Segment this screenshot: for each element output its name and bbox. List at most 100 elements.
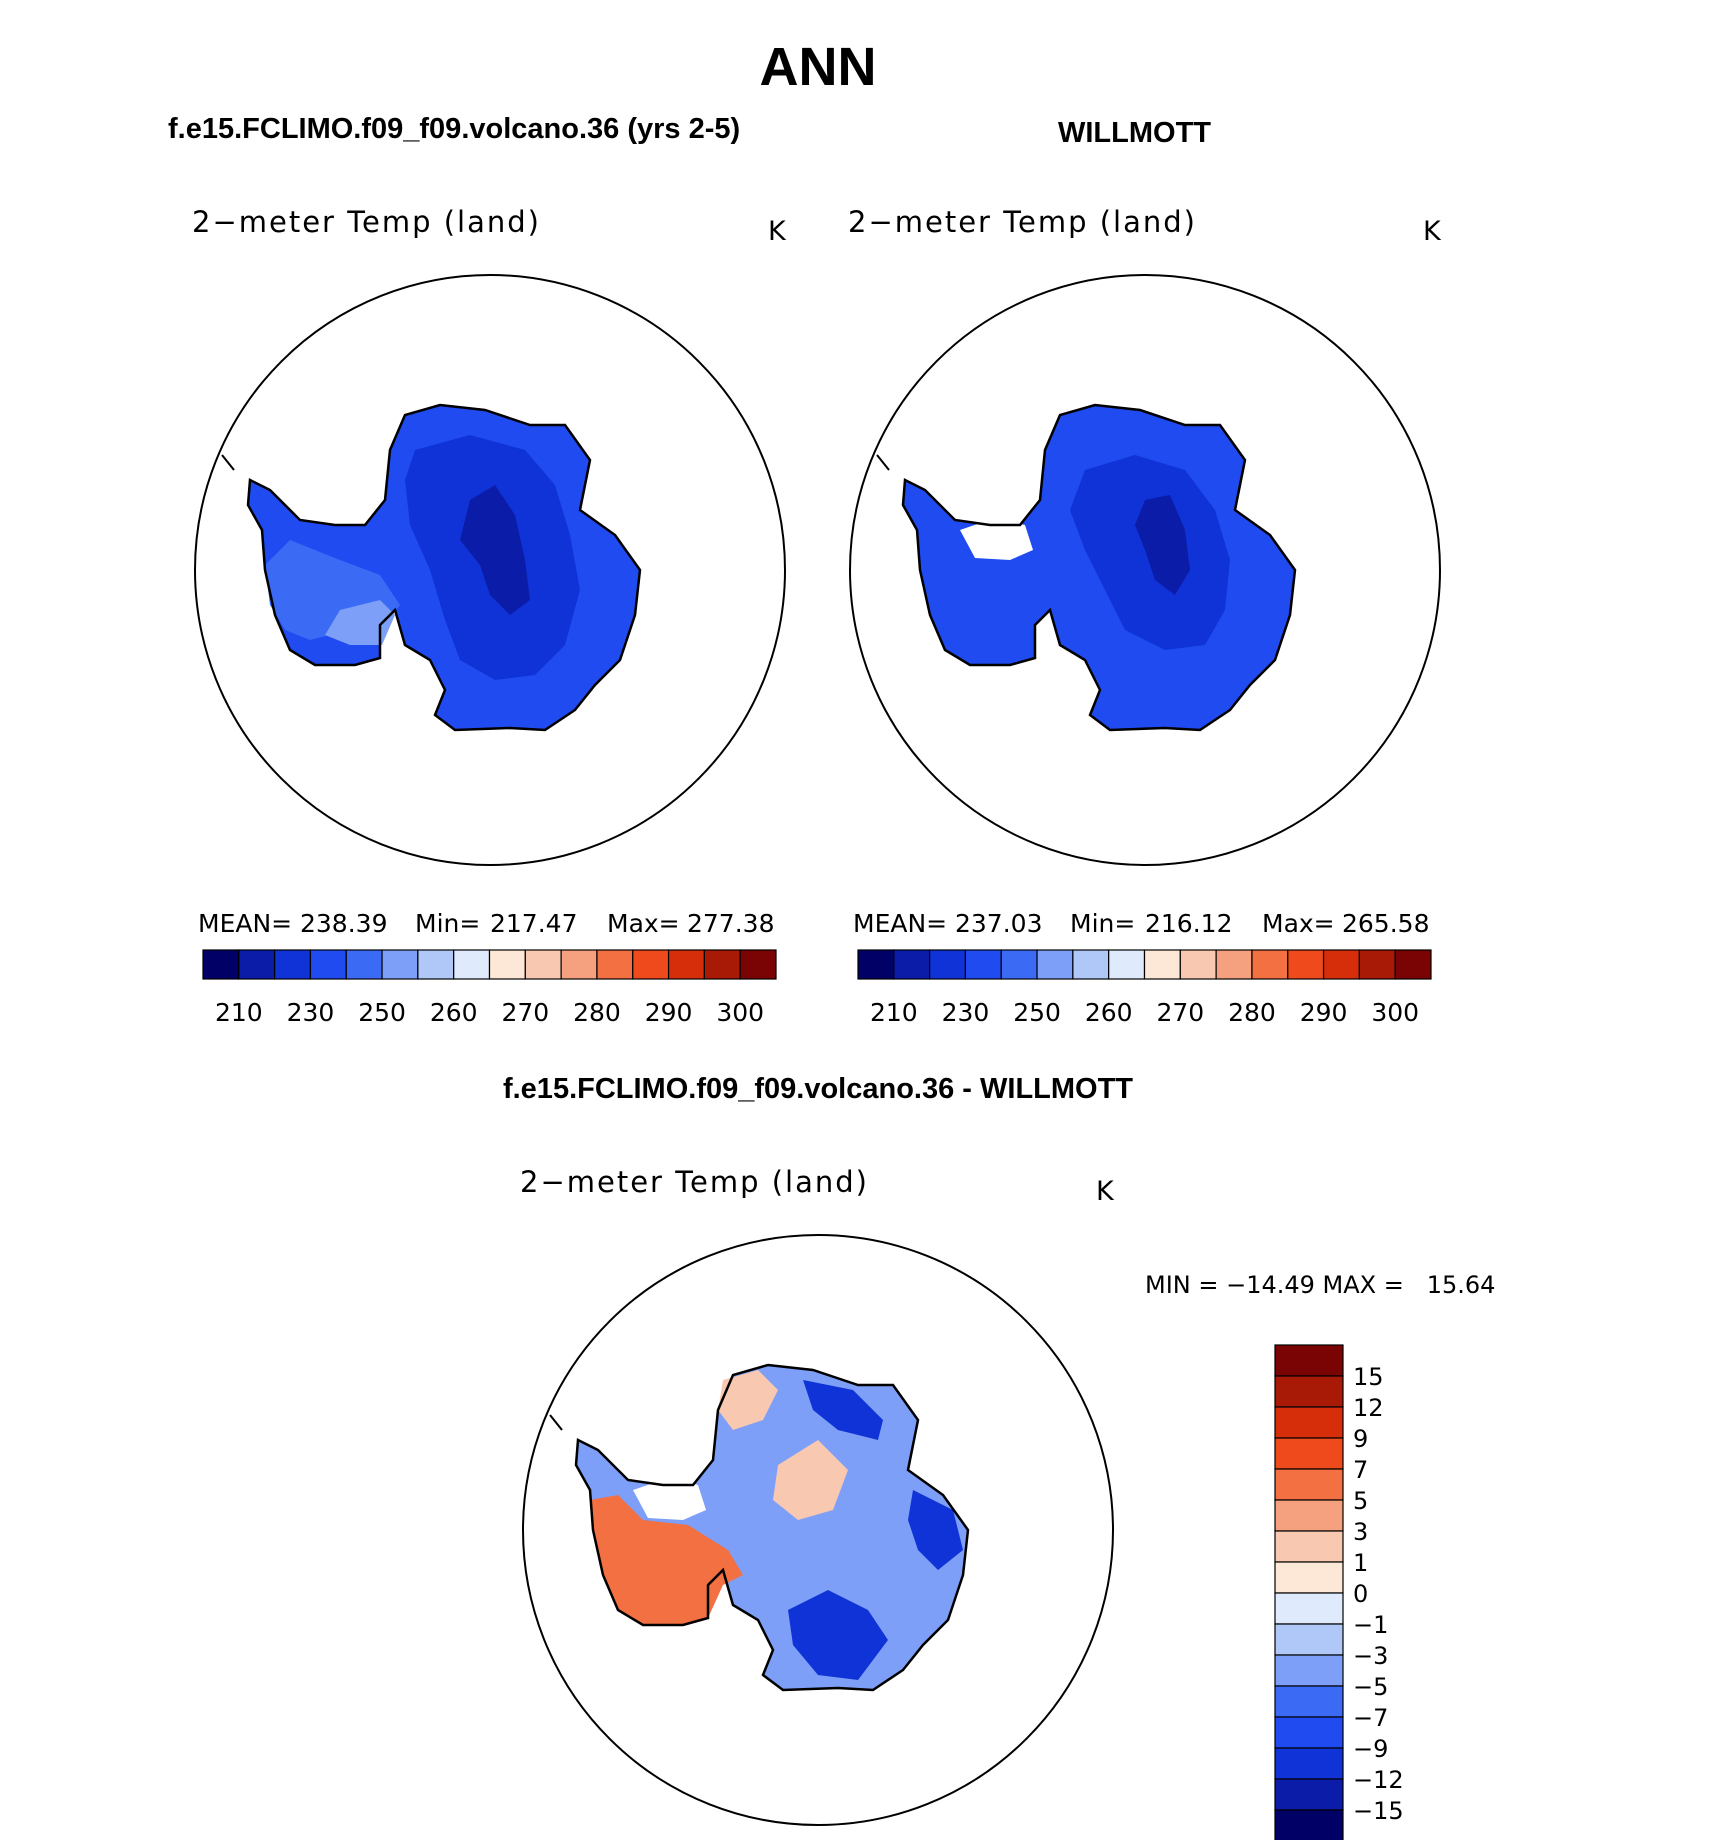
colorbar-swatch [1274, 1623, 1344, 1656]
colorbar-swatch [1274, 1406, 1344, 1439]
colorbar-tick-label: 270 [1156, 998, 1204, 1027]
colorbar-swatch [929, 949, 967, 980]
panel-model-min-label: Min= [415, 909, 480, 938]
colorbar-swatch [345, 949, 383, 980]
colorbar-tick-label: −7 [1353, 1704, 1388, 1732]
panel-model-units: K [768, 216, 787, 247]
colorbar-swatch [1322, 949, 1360, 980]
coastline-island [876, 454, 890, 471]
colorbar-swatch [1274, 1468, 1344, 1501]
panel-model: f.e15.FCLIMO.f09_f09.volcano.36 (yrs 2-5… [168, 113, 787, 1027]
land-region-warm-light [718, 1370, 778, 1430]
colorbar-tick-label: 12 [1353, 1394, 1384, 1422]
colorbar-tick-label: 7 [1353, 1456, 1368, 1484]
colorbar-swatch [417, 949, 455, 980]
coastline [246, 403, 642, 732]
panel-diff-units: K [1096, 1176, 1115, 1207]
colorbar-swatch [202, 949, 240, 980]
colorbar-tick-label: 0 [1353, 1580, 1368, 1608]
colorbar-tick-label: 1 [1353, 1549, 1368, 1577]
colorbar-swatch [1274, 1437, 1344, 1470]
antarctica-field [549, 1363, 970, 1692]
colorbar-tick-label: −3 [1353, 1642, 1388, 1670]
colorbar-swatch [524, 949, 562, 980]
panel-obs-min-label: Min= [1070, 909, 1135, 938]
colorbar-swatch [274, 949, 312, 980]
colorbar-tick-label: −9 [1353, 1735, 1388, 1763]
land-region-dark [803, 1380, 883, 1440]
panel-obs-mean-label: MEAN= [853, 909, 947, 938]
colorbar-tick-label: 300 [1371, 998, 1419, 1027]
colorbar-tick-label: 300 [716, 998, 764, 1027]
panel-obs-max: 265.58 [1342, 909, 1429, 938]
colorbar-tick-label: 210 [870, 998, 918, 1027]
antarctica-field [221, 403, 642, 732]
panel-model-max-label: Max= [607, 909, 680, 938]
land-region-dark [788, 1590, 888, 1680]
panel-diff: f.e15.FCLIMO.f09_f09.volcano.36 - WILLMO… [503, 1073, 1495, 1840]
panel-model-title: f.e15.FCLIMO.f09_f09.volcano.36 (yrs 2-5… [168, 113, 740, 145]
colorbar-swatch [1274, 1716, 1344, 1749]
colorbar-swatch [1274, 1747, 1344, 1780]
map-model [194, 274, 786, 866]
colorbar-obs: 210 230 250 260 270 280 290 300 [857, 949, 1432, 1027]
colorbar-swatch [1394, 949, 1432, 980]
colorbar-tick-label: 230 [942, 998, 990, 1027]
colorbar-swatch [1274, 1530, 1344, 1563]
panel-obs-min: 216.12 [1145, 909, 1232, 938]
panel-model-mean-label: MEAN= [198, 909, 292, 938]
antarctica-field [876, 403, 1297, 732]
colorbar-tick-label: −15 [1353, 1797, 1404, 1825]
colorbar-swatch [453, 949, 491, 980]
panel-diff-title: f.e15.FCLIMO.f09_f09.volcano.36 - WILLMO… [503, 1073, 1133, 1105]
coastline [901, 403, 1297, 732]
map-diff [522, 1234, 1114, 1826]
colorbar-swatch [1179, 949, 1217, 980]
colorbar-swatch [1274, 1499, 1344, 1532]
colorbar-swatch [1274, 1592, 1344, 1625]
land-region-missing [960, 518, 1033, 560]
colorbar-swatch [1274, 1685, 1344, 1718]
colorbar-tick-label: 270 [501, 998, 549, 1027]
panel-model-max: 277.38 [687, 909, 774, 938]
colorbar-swatch [1036, 949, 1074, 980]
colorbar-tick-label: 280 [573, 998, 621, 1027]
colorbar-swatch [1143, 949, 1181, 980]
colorbar-swatch [1287, 949, 1325, 980]
colorbar-tick-label: 15 [1353, 1363, 1384, 1391]
colorbar-swatch [1000, 949, 1038, 980]
panel-obs-title: WILLMOTT [1058, 117, 1211, 149]
colorbar-swatch [703, 949, 741, 980]
colorbar-tick-label: −1 [1353, 1611, 1388, 1639]
colorbar-swatch [1274, 1344, 1344, 1377]
colorbar-tick-label: 260 [430, 998, 478, 1027]
panel-model-min: 217.47 [490, 909, 577, 938]
colorbar-swatch [739, 949, 777, 980]
land-region-pale [325, 600, 395, 645]
land-region-warm-light [773, 1440, 848, 1520]
colorbar-swatch [857, 949, 895, 980]
season-title: ANN [760, 37, 877, 97]
coastline [574, 1363, 970, 1692]
panel-obs-mean: 237.03 [955, 909, 1042, 938]
colorbar-swatch [667, 949, 705, 980]
colorbar-tick-label: 250 [1013, 998, 1061, 1027]
colorbar-tick-label: 280 [1228, 998, 1276, 1027]
land-region-warm [590, 1495, 743, 1625]
colorbar-tick-label: −5 [1353, 1673, 1388, 1701]
colorbar-swatch [1274, 1778, 1344, 1811]
colorbar-tick-label: 3 [1353, 1518, 1368, 1546]
colorbar-swatch [238, 949, 276, 980]
land-region-darkest [1135, 495, 1190, 595]
panel-model-variable: 2−meter Temp (land) [192, 205, 541, 239]
panel-model-mean: 238.39 [300, 909, 387, 938]
colorbar-tick-label: −12 [1353, 1766, 1404, 1794]
colorbar-swatch [1215, 949, 1253, 980]
colorbar-swatch [596, 949, 634, 980]
panel-diff-minmax: MIN = −14.49 MAX = 15.64 [1145, 1271, 1495, 1299]
colorbar-swatch [1274, 1809, 1344, 1840]
colorbar-tick-label: 210 [215, 998, 263, 1027]
colorbar-swatch [1274, 1561, 1344, 1594]
colorbar-model: 210 230 250 260 270 280 290 300 [202, 949, 777, 1027]
